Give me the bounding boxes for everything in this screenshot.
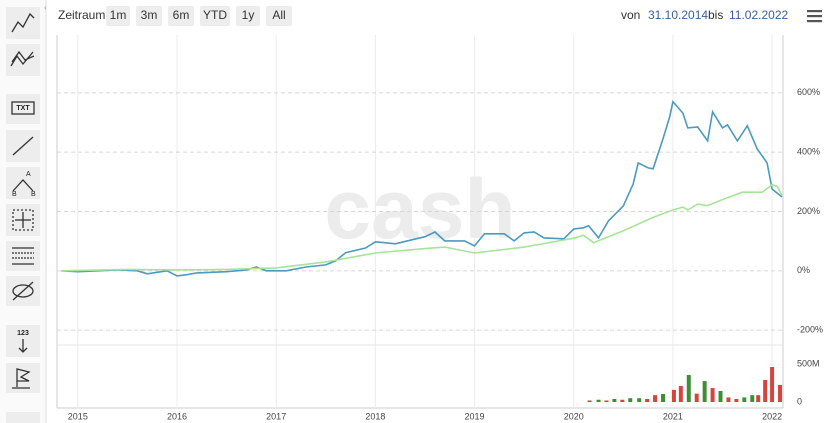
y-tick-label: 200% <box>797 206 820 216</box>
volume-bar <box>726 397 731 402</box>
range-label[interactable]: 1m <box>110 8 127 22</box>
tool-measure[interactable]: A B B <box>6 167 40 199</box>
volume-bar <box>734 398 739 402</box>
tool-count-label: 123 <box>17 330 29 337</box>
x-tick-label: 2018 <box>365 411 385 421</box>
y-tick-label: 500M <box>797 358 820 368</box>
volume-bar <box>763 379 768 402</box>
volume-bar <box>620 399 625 402</box>
tool-text[interactable]: TXT <box>6 94 40 124</box>
zoom-label: Zeitraum <box>58 8 105 22</box>
range-label[interactable]: 6m <box>173 8 190 22</box>
collapse-arrow[interactable]: ‹ <box>44 3 47 12</box>
menu-button[interactable] <box>807 10 822 23</box>
range-label[interactable]: 3m <box>141 8 158 22</box>
range-label[interactable]: All <box>272 8 285 22</box>
volume-bar <box>678 386 683 402</box>
from-date[interactable]: 31.10.2014 <box>648 8 708 22</box>
range-button[interactable] <box>266 6 292 26</box>
series-line <box>60 183 783 272</box>
volume-bar <box>653 395 658 402</box>
volume-bar <box>694 393 699 402</box>
x-tick-label: 2019 <box>465 411 485 421</box>
volume-bar <box>770 367 775 402</box>
tool-point-b2: B <box>31 191 36 198</box>
volume-bar <box>671 389 676 402</box>
y-tick-label: 600% <box>797 87 820 97</box>
volume-bar <box>604 400 609 402</box>
volume-bar <box>686 375 691 402</box>
range-button[interactable] <box>106 6 130 26</box>
volume-bar <box>637 398 642 402</box>
volume-bar <box>778 384 783 402</box>
volume-bar <box>660 394 665 402</box>
range-button[interactable] <box>168 6 194 26</box>
tool-compare[interactable] <box>6 44 40 76</box>
volume-bar <box>628 398 633 402</box>
tool-hide[interactable] <box>6 276 40 306</box>
volume-bar <box>645 398 650 402</box>
tool-crosshair[interactable] <box>6 204 40 236</box>
x-tick-label: 2016 <box>167 411 187 421</box>
range-label[interactable]: 1y <box>242 8 255 22</box>
to-date[interactable]: 11.02.2022 <box>729 8 788 22</box>
tool-text-label: TXT <box>16 105 30 112</box>
tool-line[interactable] <box>6 130 40 162</box>
x-tick-label: 2020 <box>564 411 584 421</box>
volume-bar <box>742 397 747 402</box>
tool-lines[interactable] <box>6 241 40 271</box>
x-tick-label: 2015 <box>68 411 88 421</box>
range-button[interactable] <box>136 6 162 26</box>
series-line <box>60 99 783 277</box>
volume-bar <box>710 387 715 402</box>
range-button[interactable] <box>236 6 260 26</box>
volume-bar <box>750 395 755 402</box>
from-label: von <box>621 8 640 22</box>
y-tick-label: 400% <box>797 147 820 157</box>
tool-trend[interactable] <box>6 7 40 39</box>
tool-flag[interactable] <box>6 363 40 393</box>
x-tick-label: 2022 <box>762 411 782 421</box>
volume-bar <box>756 395 761 402</box>
volume-bar <box>612 398 617 402</box>
to-label: bis <box>708 8 723 22</box>
volume-bar <box>702 381 707 402</box>
x-tick-label: 2021 <box>663 411 683 421</box>
tool-more[interactable] <box>6 412 40 423</box>
tool-point-a: A <box>26 171 31 178</box>
tool-point-b: B <box>12 191 17 198</box>
y-tick-label: -200% <box>797 325 823 335</box>
tool-count[interactable]: 123 <box>6 325 40 357</box>
range-label[interactable]: YTD <box>203 8 227 22</box>
volume-bar <box>718 390 723 402</box>
y-tick-label: 0% <box>797 265 810 275</box>
watermark: cash <box>324 162 515 256</box>
range-button[interactable] <box>200 6 230 26</box>
volume-bar <box>587 400 592 402</box>
volume-bar <box>596 399 601 402</box>
y-tick-label: 0 <box>797 396 802 406</box>
x-tick-label: 2017 <box>266 411 286 421</box>
